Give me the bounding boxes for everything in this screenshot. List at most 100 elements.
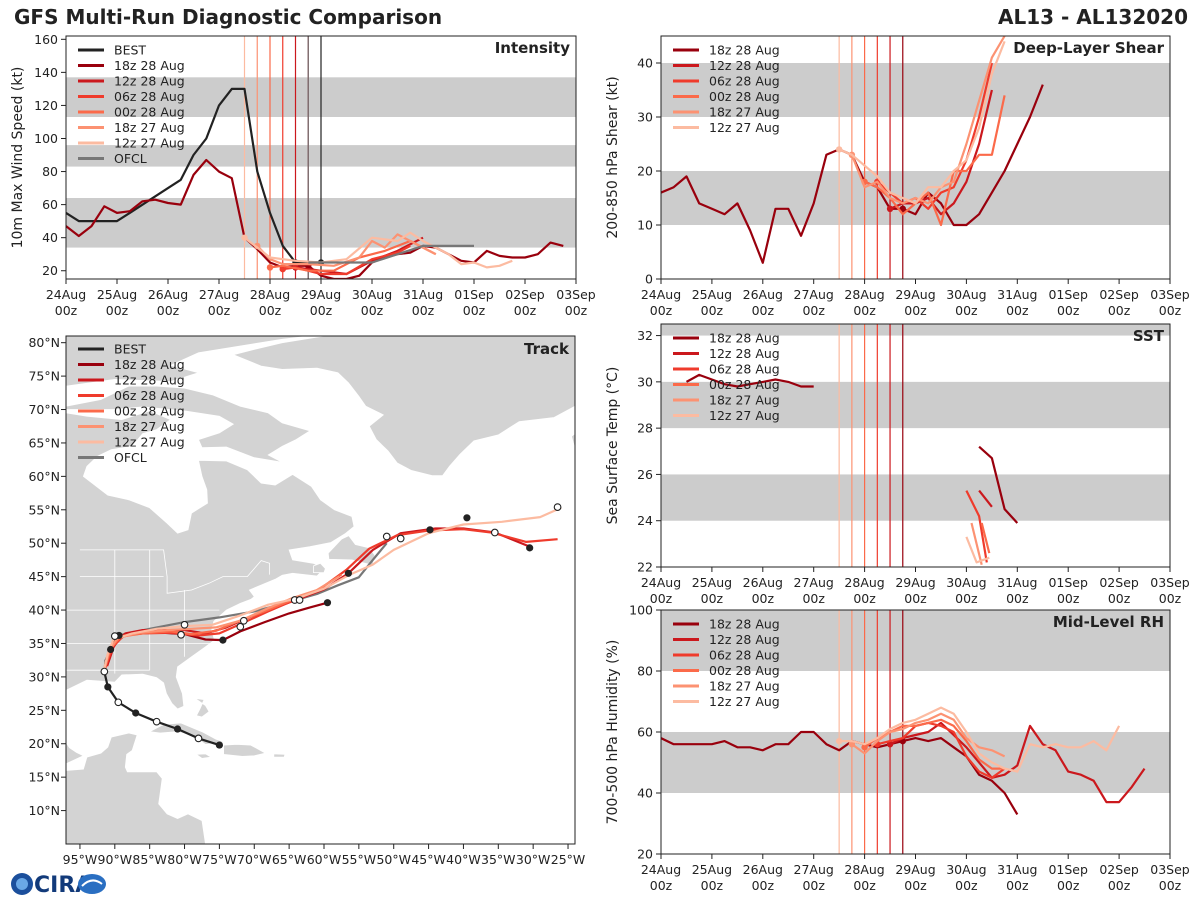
y-tick-label-2: 26 xyxy=(637,467,653,482)
lat-tick-label-0: 10°N xyxy=(28,803,60,818)
legend-label-06z-28-aug: 06z 28 Aug xyxy=(114,89,185,104)
y-axis-label: 10m Max Wind Speed (kt) xyxy=(10,67,26,249)
x-tick-label-line: 00z xyxy=(701,303,724,318)
series-line-12z-28-aug xyxy=(889,89,993,216)
x-tick-label-line: 01Sep xyxy=(1048,287,1088,302)
x-tick-label-line: 00z xyxy=(1159,591,1182,606)
track-point-open-12z-28-aug-0 xyxy=(490,528,499,537)
x-tick-label-line: 00z xyxy=(853,303,876,318)
x-tick-label-line: 00z xyxy=(802,591,825,606)
x-tick-label-6: 30Aug 00z xyxy=(946,287,986,318)
track-point-filled-best-1 xyxy=(173,725,182,733)
x-tick-label-line: 01Sep xyxy=(1048,575,1088,590)
y-tick-label-1: 10 xyxy=(637,218,653,233)
series-line-06z-28-aug xyxy=(965,490,988,563)
logo-globe-inner-icon xyxy=(16,878,28,890)
y-tick-label-6: 140 xyxy=(34,65,58,80)
lon-tick-label-13: 30°W xyxy=(516,852,551,867)
y-tick-label-1: 40 xyxy=(637,786,653,801)
x-tick-label-line: 30Aug xyxy=(352,287,392,302)
legend-label-12z-28-aug: 12z 28 Aug xyxy=(709,346,780,361)
panel-title: Intensity xyxy=(495,39,571,57)
track-point-open-best-2 xyxy=(114,698,123,707)
x-tick-label-line: 00z xyxy=(1159,303,1182,318)
x-tick-label-8: 01Sep 00z xyxy=(454,287,494,318)
x-tick-label-3: 27Aug 00z xyxy=(794,862,834,893)
legend-label-00z-28-aug: 00z 28 Aug xyxy=(114,404,185,419)
x-tick-label-line: 00z xyxy=(904,878,927,893)
y-tick-label-4: 40 xyxy=(637,56,653,71)
storm-id-title: AL13 - AL132020 xyxy=(998,5,1188,29)
x-tick-label-line: 00z xyxy=(904,303,927,318)
series-line-00z-28-aug xyxy=(980,522,991,554)
track-point-open-18z-27-aug-0 xyxy=(177,630,185,639)
political-border-0 xyxy=(79,549,270,594)
x-tick-label-line: 00z xyxy=(1108,303,1131,318)
legend-label-06z-28-aug: 06z 28 Aug xyxy=(709,74,780,89)
series-marker-12z-28-aug-0 xyxy=(886,205,894,212)
legend-label-12z-28-aug: 12z 28 Aug xyxy=(114,74,185,89)
x-tick-label-line: 25Aug xyxy=(692,287,732,302)
legend-label-12z-27-aug: 12z 27 Aug xyxy=(709,408,780,423)
x-tick-label-line: 03Sep xyxy=(1150,575,1190,590)
north-america-land xyxy=(66,336,355,710)
x-tick-label-line: 02Sep xyxy=(505,287,545,302)
plot-area xyxy=(66,36,576,279)
x-tick-label-line: 00z xyxy=(853,591,876,606)
x-tick-label-line: 25Aug xyxy=(692,862,732,877)
bahamas-land xyxy=(194,697,215,720)
x-tick-label-line: 25Aug xyxy=(97,287,137,302)
panel-title: SST xyxy=(1133,327,1165,345)
x-tick-label-4: 28Aug 00z xyxy=(844,862,884,893)
lat-tick-label-8: 50°N xyxy=(28,536,60,551)
legend-label-ofcl: OFCL xyxy=(114,450,147,465)
x-tick-label-line: 00z xyxy=(802,878,825,893)
x-tick-label-line: 29Aug xyxy=(895,575,935,590)
lat-tick-label-6: 40°N xyxy=(28,603,60,618)
newfoundland-land xyxy=(327,532,376,566)
x-tick-label-line: 28Aug xyxy=(844,287,884,302)
x-tick-label-0: 24Aug 00z xyxy=(46,287,86,318)
x-tick-label-line: 00z xyxy=(1159,878,1182,893)
x-tick-label-4: 28Aug 00z xyxy=(250,287,290,318)
rh-panel: 20 40 60 80 100 700-500 hPa Humidity (%) 24Aug… xyxy=(605,603,1190,894)
puerto-rico-land xyxy=(273,753,286,758)
y-tick-label-1: 40 xyxy=(42,230,58,245)
x-tick-label-line: 27Aug xyxy=(794,287,834,302)
lat-tick-label-9: 55°N xyxy=(28,502,60,517)
threshold-band-2 xyxy=(661,324,1170,336)
series-marker-06z-28-aug-0 xyxy=(279,265,286,273)
figure-title: GFS Multi-Run Diagnostic Comparison xyxy=(14,5,442,29)
x-tick-label-line: 00z xyxy=(208,303,231,318)
y-tick-label-3: 80 xyxy=(637,664,653,679)
track-point-open-12z-27-aug-3 xyxy=(110,632,119,640)
legend-label-00z-28-aug: 00z 28 Aug xyxy=(709,377,780,392)
x-tick-label-6: 30Aug 00z xyxy=(352,287,392,318)
x-tick-label-line: 00z xyxy=(701,878,724,893)
x-tick-label-line: 31Aug xyxy=(403,287,443,302)
logo-satellite-icon xyxy=(78,874,106,894)
series-line-12z-27-aug xyxy=(838,40,1006,205)
x-tick-label-6: 30Aug 00z xyxy=(946,862,986,893)
legend-label-12z-28-aug: 12z 28 Aug xyxy=(114,373,185,388)
lon-tick-label-11: 40°W xyxy=(446,852,481,867)
x-tick-label-line: 01Sep xyxy=(1048,862,1088,877)
lon-tick-label-3: 80°W xyxy=(167,852,202,867)
x-tick-label-9: 02Sep 00z xyxy=(505,287,545,318)
x-tick-label-line: 00z xyxy=(565,303,588,318)
plot-area xyxy=(661,36,1170,279)
track-point-open-12z-27-aug-6 xyxy=(295,596,304,604)
lon-tick-label-0: 95°W xyxy=(63,852,98,867)
y-axis-label: 200-850 hPa Shear (kt) xyxy=(605,76,621,238)
legend-label-best: BEST xyxy=(114,43,146,58)
x-tick-label-line: 03Sep xyxy=(1150,287,1190,302)
x-tick-label-10: 03Sep 00z xyxy=(1150,287,1190,318)
track-point-filled-best-2 xyxy=(132,709,140,717)
x-tick-label-9: 02Sep 00z xyxy=(1099,287,1139,318)
series-line-18z-27-aug xyxy=(851,712,1006,758)
plot-area xyxy=(661,610,1170,854)
y-axis-label: Sea Surface Temp (°C) xyxy=(605,367,621,525)
x-tick-label-line: 00z xyxy=(1006,591,1029,606)
